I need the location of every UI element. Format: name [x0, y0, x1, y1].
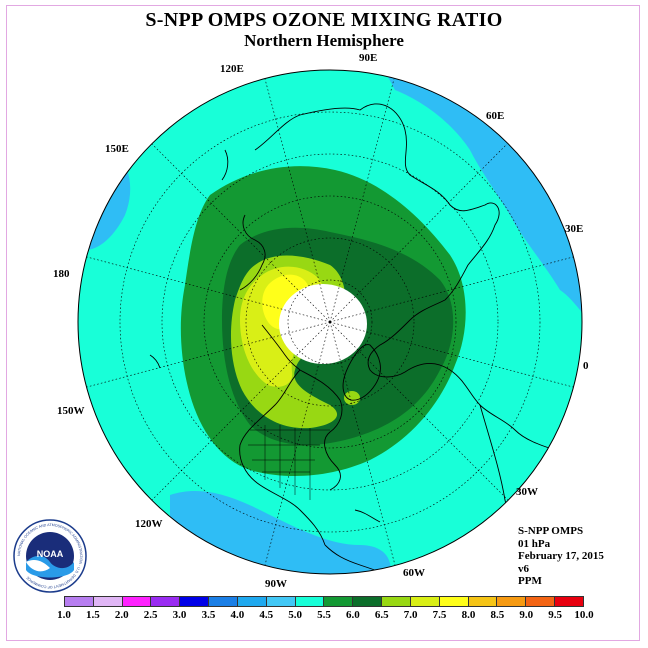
colorbar-label: 4.5 — [259, 609, 274, 621]
noaa-logo: NOAA NATIONAL OCEANIC AND ATMOSPHERIC AD… — [13, 519, 87, 593]
colorbar-label: 3.0 — [172, 609, 187, 621]
colorbar-label: 9.5 — [548, 609, 562, 621]
colorbar-label: 8.5 — [490, 609, 505, 621]
info-level: 01 hPa — [518, 537, 551, 550]
yellow-green-spot — [344, 391, 360, 405]
lon-label-30w: 30W — [516, 486, 538, 498]
map-title: S-NPP OMPS OZONE MIXING RATIO — [145, 9, 503, 31]
colorbar-label: 4.0 — [230, 609, 245, 621]
colorbar-label: 8.0 — [461, 609, 476, 621]
lon-label-150e: 150E — [105, 143, 129, 155]
info-units: PPM — [518, 575, 542, 588]
colorbar-swatch — [93, 597, 123, 606]
coastlines — [149, 103, 556, 574]
lon-label-120w: 120W — [135, 518, 163, 530]
colorbar-swatch — [180, 597, 210, 606]
colorbar-swatch — [410, 597, 440, 606]
colorbar-label: 5.5 — [317, 609, 331, 621]
info-instrument: S-NPP OMPS — [518, 525, 584, 537]
figure-frame — [6, 5, 640, 641]
colorbar-swatch — [151, 597, 181, 606]
logo-text: NOAA — [37, 549, 64, 559]
lon-label-150w: 150W — [57, 405, 85, 417]
colorbar-swatch — [209, 597, 238, 606]
colorbar-label: 2.5 — [143, 609, 158, 621]
colorbar — [64, 596, 584, 607]
colorbar-label: 3.5 — [201, 609, 216, 621]
colorbar-swatch — [324, 597, 354, 606]
colorbar-swatch — [526, 597, 556, 606]
us-state-lines — [248, 425, 330, 500]
colorbar-label: 7.5 — [432, 609, 447, 621]
colorbar-label: 7.0 — [403, 609, 418, 621]
lon-label-60w: 60W — [403, 567, 425, 579]
colorbar-label: 5.0 — [288, 609, 302, 621]
colorbar-swatch — [555, 597, 583, 606]
colorbar-swatch — [439, 597, 469, 606]
colorbar-label: 6.5 — [374, 609, 389, 621]
colorbar-swatch — [382, 597, 411, 606]
lon-label-90w: 90W — [265, 578, 287, 590]
colorbar-label: 1.0 — [57, 609, 71, 621]
colorbar-label: 2.0 — [114, 609, 129, 621]
polar-no-data — [279, 284, 367, 364]
colorbar-swatch — [122, 597, 152, 606]
info-date: February 17, 2015 — [518, 550, 604, 563]
info-version: v6 — [518, 562, 529, 575]
lon-label-0: 0 — [583, 360, 589, 372]
colorbar-swatch — [266, 597, 296, 606]
lon-label-30e: 30E — [565, 223, 584, 235]
colorbar-swatch — [65, 597, 94, 606]
ozone-field — [78, 70, 582, 574]
colorbar-swatch — [237, 597, 267, 606]
colorbar-label: 9.0 — [519, 609, 534, 621]
meridians — [86, 78, 574, 566]
colorbar-label: 10.0 — [574, 609, 594, 621]
colorbar-swatch — [497, 597, 527, 606]
map-boundary — [77, 69, 583, 575]
colorbar-swatch — [295, 597, 325, 606]
info-block: S-NPP OMPS 01 hPa February 17, 2015 v6 P… — [518, 525, 604, 588]
lon-label-180: 180 — [53, 268, 70, 280]
colorbar-label: 1.5 — [86, 609, 100, 621]
colorbar-swatch — [468, 597, 498, 606]
colorbar-label: 6.0 — [346, 609, 360, 621]
colorbar-swatch — [353, 597, 383, 606]
lon-label-90e: 90E — [359, 52, 378, 64]
lon-label-60e: 60E — [486, 110, 505, 122]
lon-label-120e: 120E — [220, 63, 244, 75]
map-subtitle: Northern Hemisphere — [244, 31, 404, 50]
